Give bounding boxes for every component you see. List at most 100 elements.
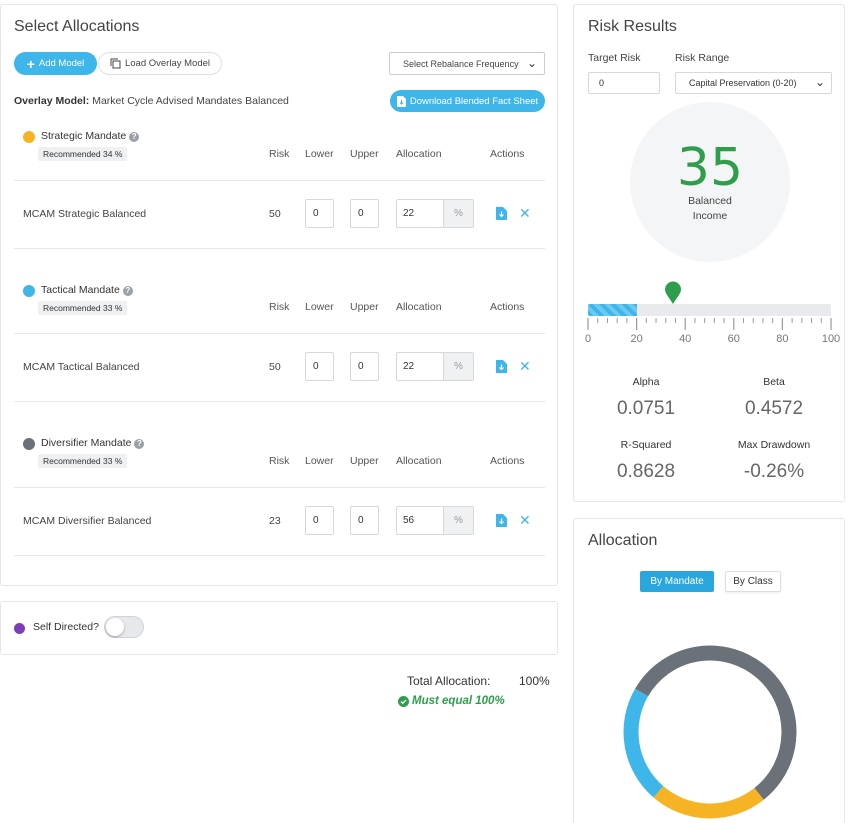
percent-addon: % (443, 353, 473, 380)
check-circle-icon (398, 695, 409, 707)
load-overlay-model-button[interactable]: Load Overlay Model (98, 52, 222, 75)
allocation-value: 22 (403, 208, 415, 219)
lower-input[interactable]: 0 (305, 506, 334, 535)
self-directed-panel: Self Directed? (0, 601, 558, 655)
col-lower: Lower (305, 148, 334, 160)
tick-label: 60 (727, 333, 740, 345)
target-risk-label: Target Risk (588, 52, 641, 64)
col-upper: Upper (350, 148, 379, 160)
close-icon[interactable]: ✕ (519, 512, 531, 528)
lower-input[interactable]: 0 (305, 199, 334, 228)
tick-label: 40 (679, 333, 692, 345)
add-model-label: Add Model (38, 58, 85, 69)
risk-score-circle: 35 Balanced Income (630, 102, 790, 262)
metric-label: R-Squared (620, 439, 672, 451)
donut-slice-strategic-mandate[interactable] (653, 785, 764, 819)
recommended-badge: Recommended 33 % (38, 301, 128, 315)
panel-title: Allocation (588, 532, 658, 549)
self-directed-label: Self Directed? (33, 621, 99, 633)
chevron-down-icon: ⌄ (814, 75, 825, 89)
target-risk-input[interactable]: 0 (588, 72, 660, 94)
map-pin-icon (665, 281, 682, 304)
percent-addon: % (443, 200, 473, 227)
mandate-name: Tactical Mandate (41, 284, 120, 296)
rebalance-frequency-select[interactable]: Select Rebalance Frequency ⌄ (389, 52, 545, 75)
allocation-input[interactable]: 22 % (396, 352, 474, 381)
col-lower: Lower (305, 301, 334, 313)
panel-title: Risk Results (588, 18, 677, 35)
divider (14, 555, 545, 556)
download-blended-fact-sheet-button[interactable]: Download Blended Fact Sheet (390, 90, 545, 112)
col-allocation: Allocation (396, 301, 442, 313)
col-actions: Actions (490, 148, 525, 160)
upper-input[interactable]: 0 (350, 352, 379, 381)
plus-icon: + (26, 55, 35, 72)
help-icon[interactable]: ? (134, 439, 145, 449)
help-icon[interactable]: ? (122, 286, 133, 296)
tick-label: 20 (630, 333, 643, 345)
panel-title: Select Allocations (14, 18, 140, 35)
add-model-button[interactable]: + Add Model (14, 52, 97, 75)
donut-slice-diversifier-mandate[interactable] (635, 645, 797, 800)
risk-score-label-line1: Balanced (688, 195, 732, 207)
chevron-down-icon: ⌄ (526, 56, 537, 70)
total-allocation-label: Total Allocation: (407, 674, 491, 688)
metric-value: 0.4572 (744, 398, 804, 419)
percent-addon: % (443, 507, 473, 534)
rebalance-select-label: Select Rebalance Frequency (403, 58, 519, 69)
tick-label: 0 (584, 333, 592, 345)
risk-scale-track (588, 304, 831, 316)
upper-input[interactable]: 0 (350, 199, 379, 228)
col-risk: Risk (269, 301, 290, 313)
file-download-icon[interactable] (496, 207, 507, 220)
upper-input[interactable]: 0 (350, 506, 379, 535)
row-risk: 23 (269, 515, 281, 527)
self-directed-toggle[interactable] (104, 616, 144, 638)
recommended-badge: Recommended 33 % (38, 454, 128, 468)
allocation-chart-panel: Allocation By Mandate By Class (573, 518, 845, 823)
close-icon[interactable]: ✕ (519, 205, 531, 221)
metric-value: 0.8628 (616, 461, 676, 482)
row-risk: 50 (269, 208, 281, 220)
metric-value: -0.26% (743, 461, 805, 482)
diversifier-mandate-dot (23, 438, 35, 450)
risk-range-value: Capital Preservation (0-20) (689, 78, 797, 88)
allocation-value: 22 (403, 361, 415, 372)
risk-scale-ticks (587, 318, 832, 330)
col-actions: Actions (490, 301, 525, 313)
file-download-icon[interactable] (496, 360, 507, 373)
mandate-name: Diversifier Mandate (41, 437, 132, 449)
copy-icon (110, 58, 121, 69)
select-allocations-panel: Select Allocations + Add Model Load Over… (0, 4, 558, 586)
file-download-icon[interactable] (496, 514, 507, 527)
strategic-mandate-dot (23, 131, 35, 143)
row-model-name: MCAM Tactical Balanced (23, 361, 140, 373)
help-icon[interactable]: ? (129, 132, 140, 142)
self-directed-dot (14, 623, 25, 634)
must-equal-text: Must equal 100% (412, 695, 505, 707)
close-icon[interactable]: ✕ (519, 358, 531, 374)
row-model-name: MCAM Strategic Balanced (23, 208, 147, 220)
tab-by-class[interactable]: By Class (725, 571, 781, 592)
risk-range-label: Risk Range (675, 52, 730, 64)
donut-slice-tactical-mandate[interactable] (623, 688, 664, 798)
diversifier-mandate-title: Diversifier Mandate? (41, 437, 145, 449)
divider (14, 248, 545, 249)
strategic-mandate-title: Strategic Mandate? (41, 130, 140, 142)
tab-by-mandate[interactable]: By Mandate (640, 571, 714, 592)
overlay-model-value: Market Cycle Advised Mandates Balanced (92, 95, 289, 107)
allocation-input[interactable]: 56 % (396, 506, 474, 535)
col-upper: Upper (350, 301, 379, 313)
risk-score: 35 (676, 138, 744, 198)
allocation-input[interactable]: 22 % (396, 199, 474, 228)
tick-label: 100 (821, 333, 841, 345)
recommended-badge: Recommended 34 % (38, 147, 128, 161)
divider (14, 487, 545, 488)
toggle-knob (106, 618, 124, 636)
divider (14, 180, 545, 181)
risk-score-label-line2: Income (692, 210, 728, 222)
risk-range-fill (588, 304, 637, 316)
risk-range-select[interactable]: Capital Preservation (0-20) ⌄ (675, 72, 832, 94)
load-overlay-label: Load Overlay Model (124, 58, 211, 69)
lower-input[interactable]: 0 (305, 352, 334, 381)
